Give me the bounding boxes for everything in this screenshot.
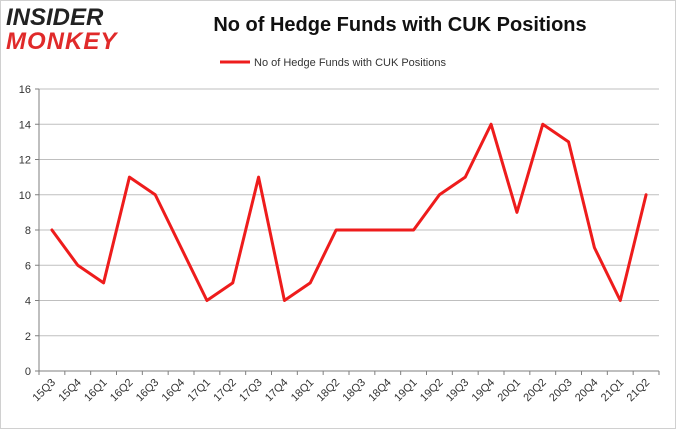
series-group [50, 122, 648, 302]
legend-label: No of Hedge Funds with CUK Positions [254, 57, 446, 69]
x-tick-label: 20Q2 [521, 377, 549, 405]
grid-lines [39, 88, 659, 337]
y-tick-label: 6 [25, 260, 31, 272]
x-tick-label: 21Q1 [599, 377, 627, 405]
x-tick-label: 21Q2 [625, 377, 653, 405]
logo-line-2: MONKEY [6, 28, 118, 55]
y-tick-label: 2 [25, 331, 31, 343]
x-tick-label: 15Q4 [56, 377, 84, 405]
x-tick-label: 16Q1 [82, 377, 110, 405]
logo-line-1: INSIDER [6, 4, 104, 31]
x-tick-label: 16Q4 [160, 377, 188, 405]
x-tick-label: 16Q3 [134, 377, 162, 405]
legend: No of Hedge Funds with CUK Positions [220, 57, 446, 69]
insider-monkey-logo: INSIDER MONKEY [6, 4, 134, 56]
x-tick-label: 20Q3 [547, 377, 575, 405]
y-tick-label: 10 [19, 190, 31, 202]
x-tick-label: 15Q3 [31, 377, 59, 405]
x-tick-label: 17Q3 [237, 377, 265, 405]
y-tick-label: 0 [25, 366, 31, 378]
x-axis-ticks: 15Q315Q416Q116Q216Q316Q417Q117Q217Q317Q4… [31, 371, 660, 405]
x-tick-label: 19Q2 [418, 377, 446, 405]
x-tick-label: 19Q4 [470, 377, 498, 405]
x-tick-label: 20Q1 [496, 377, 524, 405]
x-tick-label: 19Q1 [392, 377, 420, 405]
x-tick-label: 18Q3 [341, 377, 369, 405]
axes [38, 89, 659, 372]
x-tick-label: 20Q4 [573, 377, 601, 405]
y-tick-label: 14 [19, 119, 31, 131]
x-tick-label: 18Q4 [366, 377, 394, 405]
y-axis-ticks: 0 2 4 6 8 10 12 14 16 [19, 84, 39, 378]
x-tick-label: 16Q2 [108, 377, 136, 405]
y-tick-label: 8 [25, 225, 31, 237]
y-tick-label: 12 [19, 155, 31, 167]
y-tick-label: 4 [25, 296, 31, 308]
chart-title: No of Hedge Funds with CUK Positions [213, 14, 587, 36]
x-tick-label: 19Q3 [444, 377, 472, 405]
x-tick-label: 17Q4 [263, 377, 291, 405]
series-line [50, 122, 648, 302]
x-tick-label: 17Q2 [211, 377, 239, 405]
x-tick-label: 18Q1 [289, 377, 317, 405]
y-tick-label: 16 [19, 84, 31, 96]
x-tick-label: 18Q2 [315, 377, 343, 405]
x-tick-label: 17Q1 [186, 377, 214, 405]
